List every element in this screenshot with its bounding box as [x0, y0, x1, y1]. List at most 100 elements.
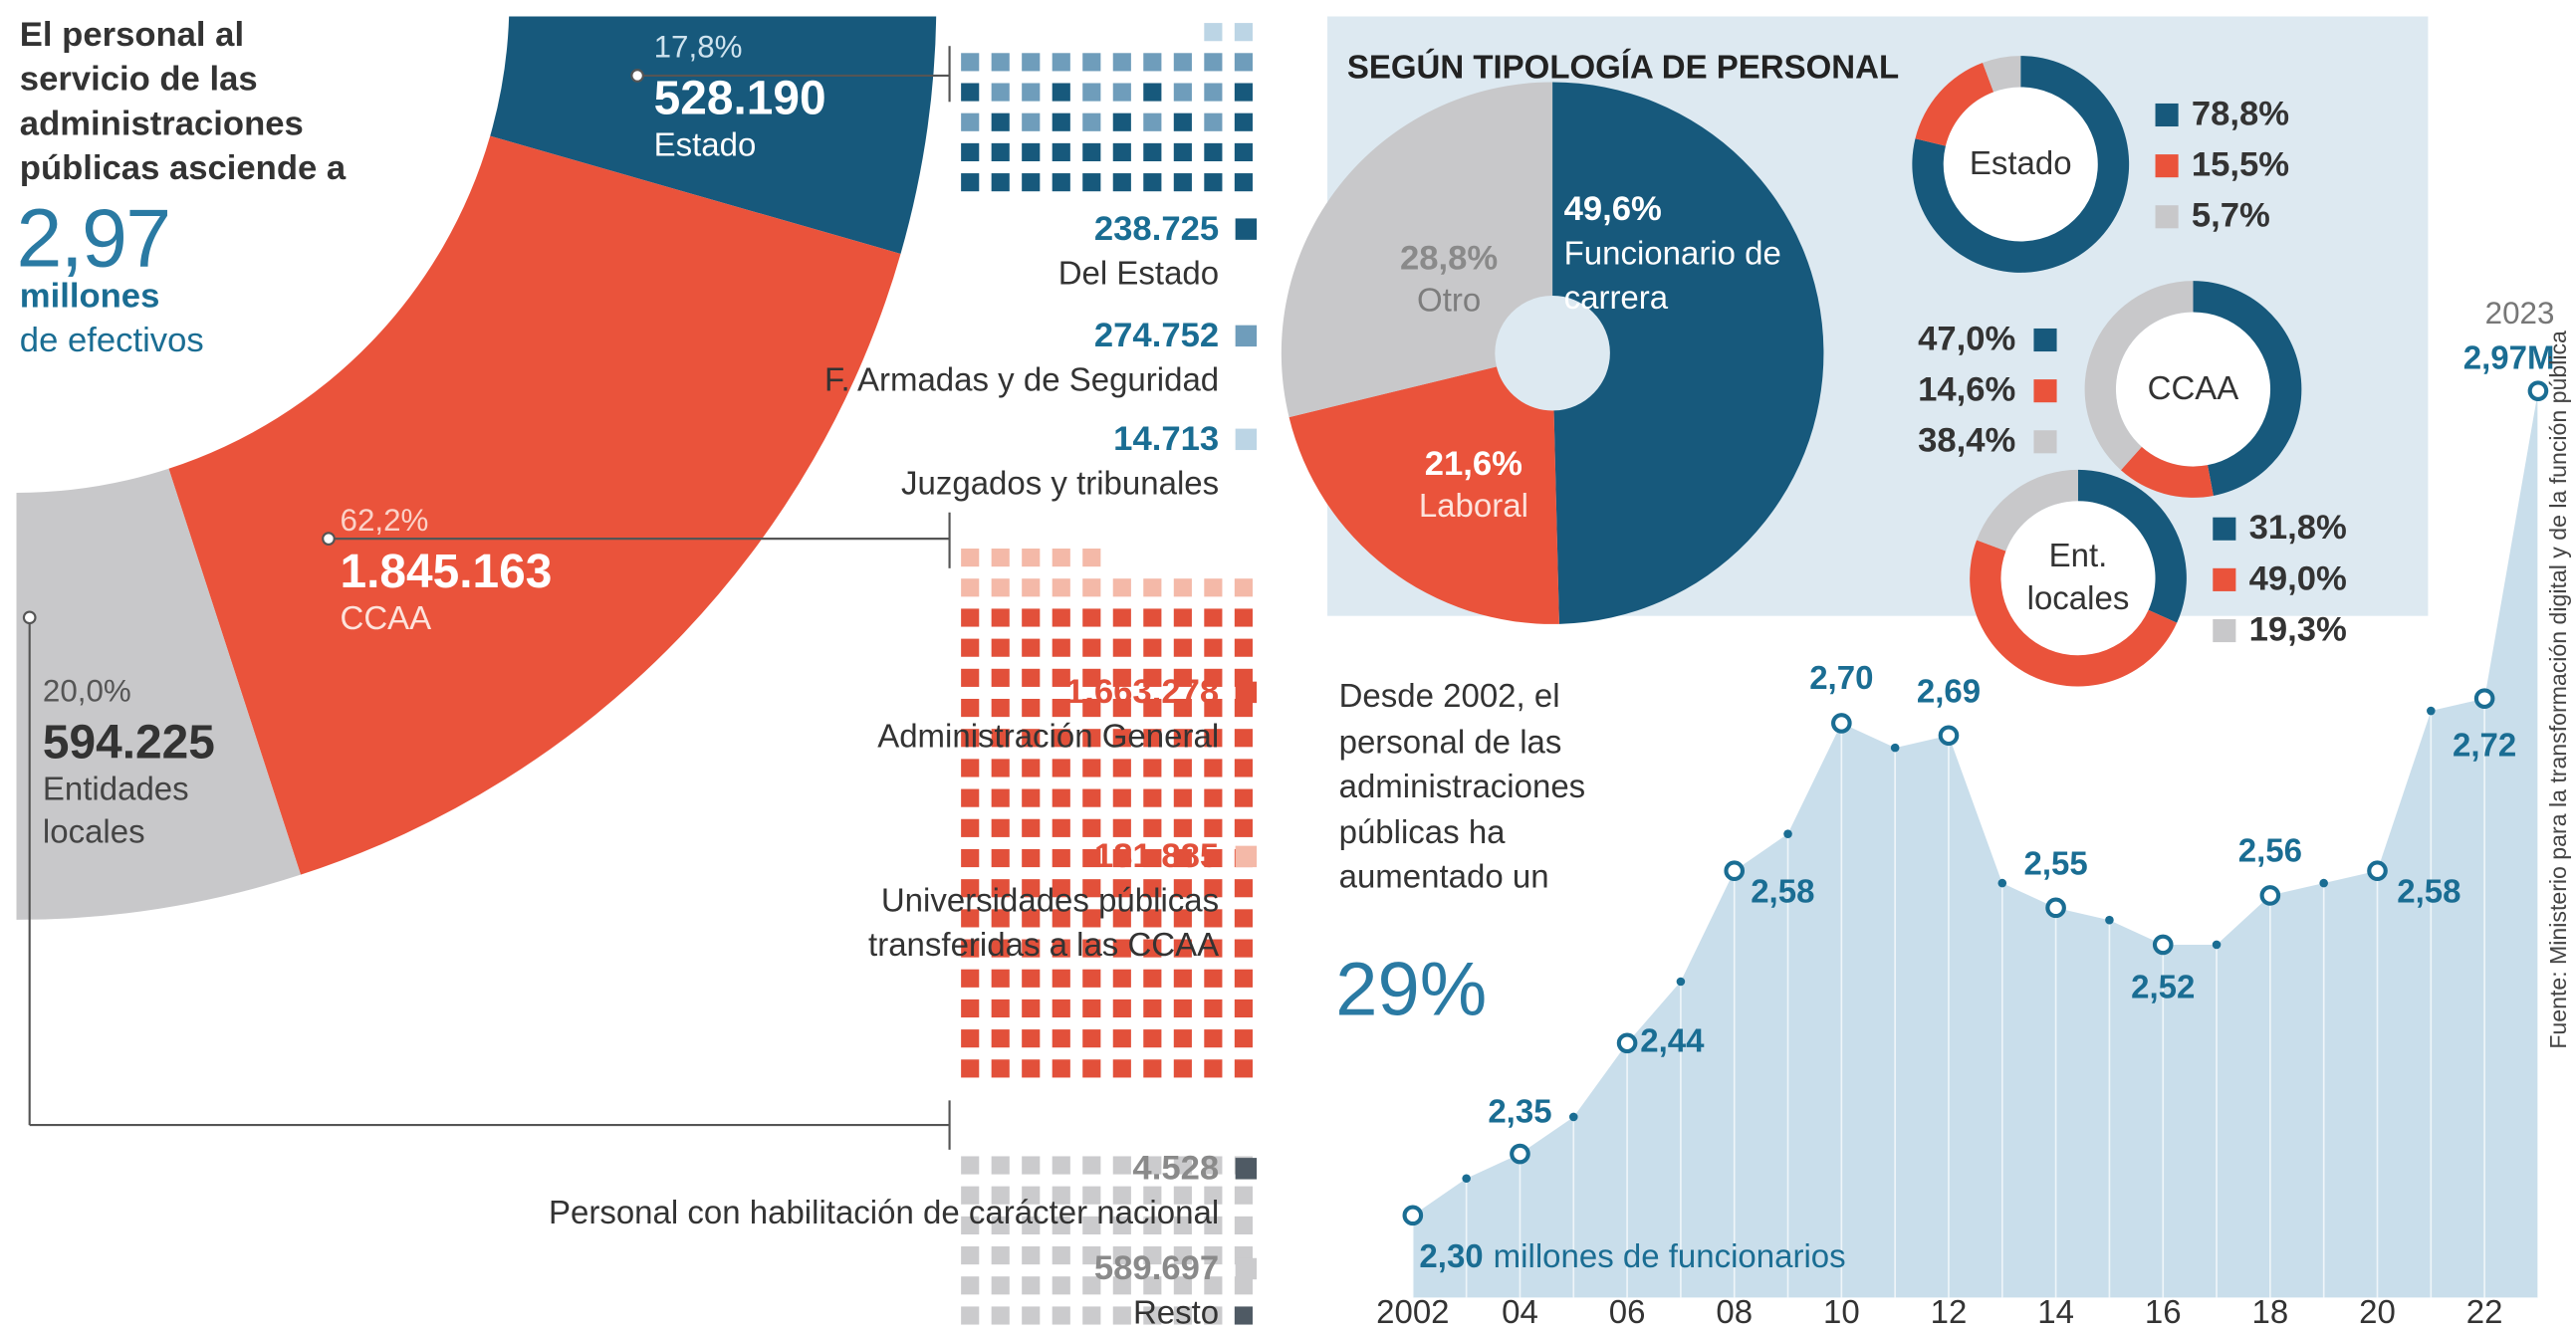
waffle-square	[1234, 173, 1253, 192]
waffle-square	[1082, 848, 1101, 868]
waffle-square	[1204, 729, 1223, 748]
source: Fuente: Ministerio para la transformació…	[2544, 331, 2571, 1049]
leader-dot	[322, 532, 336, 546]
waffle-square	[961, 969, 980, 988]
waffle-square	[1052, 909, 1070, 928]
waffle-square	[1173, 969, 1192, 988]
waffle-square	[1173, 698, 1192, 718]
waffle-square	[1204, 173, 1223, 192]
intro-line: El personal al	[19, 16, 245, 55]
waffle-square	[1173, 112, 1192, 131]
waffle-square	[1204, 1276, 1223, 1295]
waffle-square	[1052, 759, 1070, 777]
x-tick-label: 08	[1716, 1294, 1754, 1332]
waffle-square	[1022, 549, 1041, 567]
waffle-square	[1112, 1306, 1131, 1325]
waffle-square	[1082, 879, 1101, 898]
waffle-square	[1204, 53, 1223, 72]
waffle-square	[1112, 1216, 1131, 1234]
waffle-square	[1234, 909, 1253, 928]
waffle-square	[1173, 1059, 1192, 1078]
waffle-square	[1143, 1246, 1162, 1265]
legend-swatch	[2213, 567, 2236, 591]
intro-unit: de efectivos	[19, 322, 204, 360]
waffle-square	[1204, 788, 1223, 807]
point-label: 2,72	[2452, 729, 2517, 766]
waffle-square	[961, 668, 980, 687]
data-point	[2045, 897, 2066, 919]
waffle-square	[1082, 1156, 1101, 1175]
waffle-square	[1112, 1276, 1131, 1295]
waffle-square	[1052, 1186, 1070, 1205]
waffle-square	[961, 729, 980, 748]
point-label: 2,30	[1419, 1238, 1484, 1276]
waffle-square	[1204, 879, 1223, 898]
waffle-square	[1204, 112, 1223, 131]
x-tick-label: 10	[1822, 1294, 1860, 1332]
waffle-square	[1143, 729, 1162, 748]
point-label: 2,69	[1916, 673, 1982, 711]
waffle-square	[991, 1186, 1010, 1205]
waffle-square	[1173, 759, 1192, 777]
waffle-square	[1022, 788, 1041, 807]
waffle-square	[1052, 1306, 1070, 1325]
donut-segment	[1915, 63, 1994, 146]
waffle-square	[1112, 578, 1131, 597]
waffle-square	[1143, 848, 1162, 868]
waffle-square	[1022, 1029, 1041, 1048]
waffle-square	[1052, 939, 1070, 958]
minor-point	[1568, 1112, 1578, 1122]
minor-point	[1462, 1174, 1471, 1184]
waffle-square	[1173, 1186, 1192, 1205]
waffle-square	[1082, 1059, 1101, 1078]
waffle-square	[1112, 698, 1131, 718]
waffle-square	[1052, 112, 1070, 131]
x-tick-label: 18	[2251, 1294, 2289, 1332]
minor-point	[2427, 706, 2436, 716]
waffle-square	[1022, 909, 1041, 928]
donut-segment	[1970, 540, 2178, 687]
pie-percent: 49,6%	[1563, 190, 1662, 229]
donut-title: Ent. locales	[2026, 539, 2130, 618]
breakdown-amount: 589.697	[1093, 1249, 1220, 1288]
breakdown-label: Juzgados y tribunales	[900, 466, 1220, 503]
legend-value: 47,0%	[1918, 320, 2016, 358]
waffle-square	[1112, 173, 1131, 192]
waffle-square	[1052, 1246, 1070, 1265]
waffle-square	[1082, 53, 1101, 72]
fan-count: 528.190	[653, 73, 826, 126]
legend-swatch	[2033, 430, 2057, 454]
waffle-square	[961, 578, 980, 597]
waffle-square	[1204, 1246, 1223, 1265]
donut-segment	[2193, 281, 2302, 496]
waffle-square	[1204, 83, 1223, 102]
waffle-square	[1143, 53, 1162, 72]
waffle-square	[1082, 578, 1101, 597]
waffle-square	[991, 142, 1010, 162]
donut-title: Estado	[1969, 145, 2072, 183]
fan-segment	[16, 468, 301, 920]
note-line: públicas ha	[1338, 814, 1506, 851]
waffle-square	[991, 608, 1010, 627]
waffle-square	[1052, 608, 1070, 627]
waffle-square	[1143, 1059, 1162, 1078]
minor-point	[1890, 743, 1900, 753]
waffle-square	[1112, 142, 1131, 162]
waffle-square	[961, 608, 980, 627]
intro-line: servicio de las	[19, 61, 258, 99]
waffle-square	[991, 909, 1010, 928]
pie-slice	[1281, 82, 1553, 418]
waffle-square	[1112, 1059, 1131, 1078]
waffle-square	[1082, 969, 1101, 988]
waffle-square	[1112, 53, 1131, 72]
donut-hole	[1943, 87, 2098, 242]
waffle-square	[961, 1186, 980, 1205]
waffle-square	[1234, 939, 1253, 958]
waffle-square	[1234, 999, 1253, 1018]
waffle-square	[1112, 112, 1131, 131]
waffle-square	[991, 848, 1010, 868]
waffle-square	[1082, 788, 1101, 807]
waffle-square	[991, 788, 1010, 807]
waffle-square	[991, 1216, 1010, 1234]
minor-point	[2319, 878, 2328, 888]
